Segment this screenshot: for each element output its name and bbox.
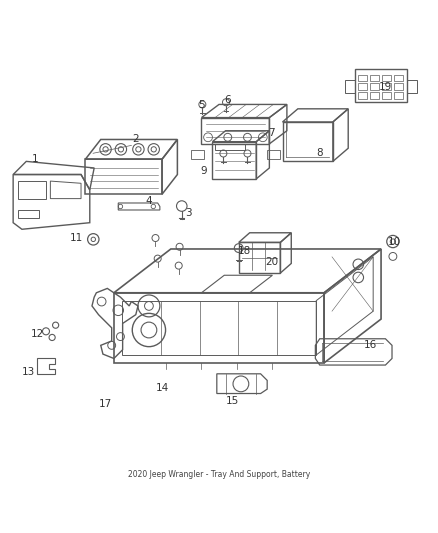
Text: 8: 8 bbox=[316, 148, 323, 158]
Text: 13: 13 bbox=[22, 367, 35, 377]
Text: 11: 11 bbox=[70, 233, 83, 243]
Text: 15: 15 bbox=[226, 396, 239, 406]
Text: 2020 Jeep Wrangler - Tray And Support, Battery: 2020 Jeep Wrangler - Tray And Support, B… bbox=[128, 470, 310, 479]
Text: 16: 16 bbox=[364, 341, 377, 350]
Text: 4: 4 bbox=[145, 196, 152, 206]
Text: 7: 7 bbox=[268, 128, 275, 138]
Text: 14: 14 bbox=[155, 383, 169, 393]
Text: 1: 1 bbox=[32, 154, 39, 164]
Text: 2: 2 bbox=[132, 134, 139, 144]
Text: 12: 12 bbox=[31, 329, 44, 340]
Text: 3: 3 bbox=[185, 208, 192, 218]
Text: 19: 19 bbox=[379, 82, 392, 92]
Text: 9: 9 bbox=[200, 166, 207, 176]
Text: 18: 18 bbox=[238, 246, 251, 256]
Text: 6: 6 bbox=[224, 95, 231, 105]
Text: 17: 17 bbox=[99, 399, 112, 409]
Text: 5: 5 bbox=[198, 100, 205, 110]
Text: 20: 20 bbox=[265, 257, 278, 267]
Text: 10: 10 bbox=[388, 237, 401, 247]
